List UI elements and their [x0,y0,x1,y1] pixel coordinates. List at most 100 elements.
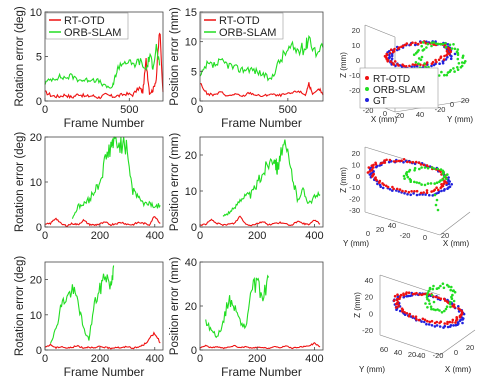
trajectory-point-gt [402,161,405,164]
trajectory-point-rt-otd [453,305,456,309]
trajectory-point-rt-otd [391,62,395,65]
x-tick-label: 0 [383,109,387,118]
trajectory-point-gt [415,193,419,197]
plot-row1-position: 0 5 10 15 0 500 Position error (mm) Frame Numbe… [169,7,324,130]
trajectory-point-rt-otd [411,160,415,164]
trajectory-point-rt-otd [367,166,371,169]
trajectory-point-gt [398,309,402,313]
trajectory-point-rt-otd [393,60,397,63]
y-tick-label: 0 [191,222,197,234]
trajectory-point-orb-slam [441,172,445,175]
x-tick-label: 0 [454,348,458,357]
trajectory-point-orb-slam [433,167,436,170]
y-tick-label: 10 [30,177,42,189]
trajectory-point-orb-slam [446,71,450,74]
y-tick-label: 0 [191,96,197,108]
trajectory-point-rt-otd [426,319,429,323]
trajectory-point-gt [425,322,428,326]
trajectory-point-orb-slam [436,308,439,311]
trajectory-point-rt-otd [411,41,414,44]
y-tick-label: 40 [185,257,197,269]
trajectory-point-rt-otd [384,184,388,188]
trajectory-point-gt [433,325,437,328]
trajectory-point-gt [427,323,431,326]
trajectory-point-rt-otd [415,318,418,321]
trajectory-point-rt-otd [392,187,396,191]
trajectory-point-orb-slam [453,47,457,51]
axis-frame-line [439,329,476,356]
y-tick-label: 20 [30,275,42,287]
trajectory-point-gt [453,52,457,56]
trajectory-point-gt [432,63,436,67]
trajectory-point-rt-otd [397,46,401,49]
trajectory-point-orb-slam [420,166,423,169]
trajectory-point-rt-otd [416,42,420,46]
y-tick-label: 0 [191,345,197,357]
z-tick-label: -10 [349,71,360,80]
trajectory-point-rt-otd [386,185,390,189]
trajectory-point-orb-slam [439,43,442,46]
trajectory-point-rt-otd [393,47,396,51]
trajectory-point-gt [444,58,448,61]
series-line-rt-otd [199,215,321,227]
x-tick-label: 40 [416,110,424,119]
x-tick-label: 20 [396,111,404,120]
trajectory-point-rt-otd [419,41,423,44]
trajectory-point-rt-otd [400,159,403,162]
y-tick-label: -20 [435,105,446,114]
trajectory-point-orb-slam [425,46,428,49]
trajectory-point-orb-slam [432,308,435,311]
trajectory-point-orb-slam [426,306,429,309]
legend-entry: GT [373,96,387,107]
z-tick-label: 0 [369,309,373,318]
axis-frame-line [364,211,441,236]
trajectory-point-orb-slam [463,61,466,65]
trajectory-point-orb-slam [456,68,460,71]
trajectory-point-rt-otd [406,160,409,164]
axis-frame-line [364,24,396,38]
x-tick-label: 0 [42,230,48,242]
y-tick-label: 20 [408,350,416,359]
trajectory-point-gt [409,193,413,197]
y-axis-label: Y (mm) [359,365,385,374]
trajectory-point-orb-slam [435,181,439,184]
trajectory-point-orb-slam [427,290,430,293]
trajectory-point-orb-slam [440,70,443,74]
trajectory-point-gt [376,182,379,186]
legend-swatch [365,87,369,91]
axes-box [44,261,164,351]
y-tick-label: 20 [30,132,42,144]
trajectory-point-orb-slam [426,182,430,185]
trajectory-point-rt-otd [419,191,423,195]
trajectory-point-rt-otd [411,63,415,66]
trajectory-point-rt-otd [399,293,403,297]
trajectory-point-orb-slam [439,284,442,288]
trajectory-point-rt-otd [430,319,434,323]
z-tick-label: 20 [352,26,360,35]
y-tick-label: 0 [450,100,454,109]
trajectory-point-orb-slam [408,168,412,172]
trajectory-point-rt-otd [451,321,454,324]
trajectory-point-gt [438,325,442,328]
axes-box [199,136,324,228]
trajectory-point-gt [450,183,454,186]
trajectory-point-rt-otd [401,63,404,66]
trajectory-point-rt-otd [445,49,449,53]
y-axis-label: Position error (mm) [169,7,181,106]
trajectory-point-gt [388,55,392,59]
trajectory-point-orb-slam [402,174,406,178]
trajectory-point-rt-otd [417,318,421,322]
trajectory-point-rt-otd [403,43,407,47]
trajectory-point-rt-otd [422,163,426,167]
trajectory-point-rt-otd [397,304,401,307]
trajectory-point-rt-otd [401,189,404,193]
y-tick-label: 5 [191,66,197,78]
trajectory-point-orb-slam [444,41,447,45]
trajectory-point-rt-otd [403,311,406,314]
trajectory-point-rt-otd [396,293,399,297]
trajectory-point-rt-otd [449,50,453,54]
trajectory-point-orb-slam [415,181,419,184]
trajectory-point-rt-otd [422,191,426,194]
